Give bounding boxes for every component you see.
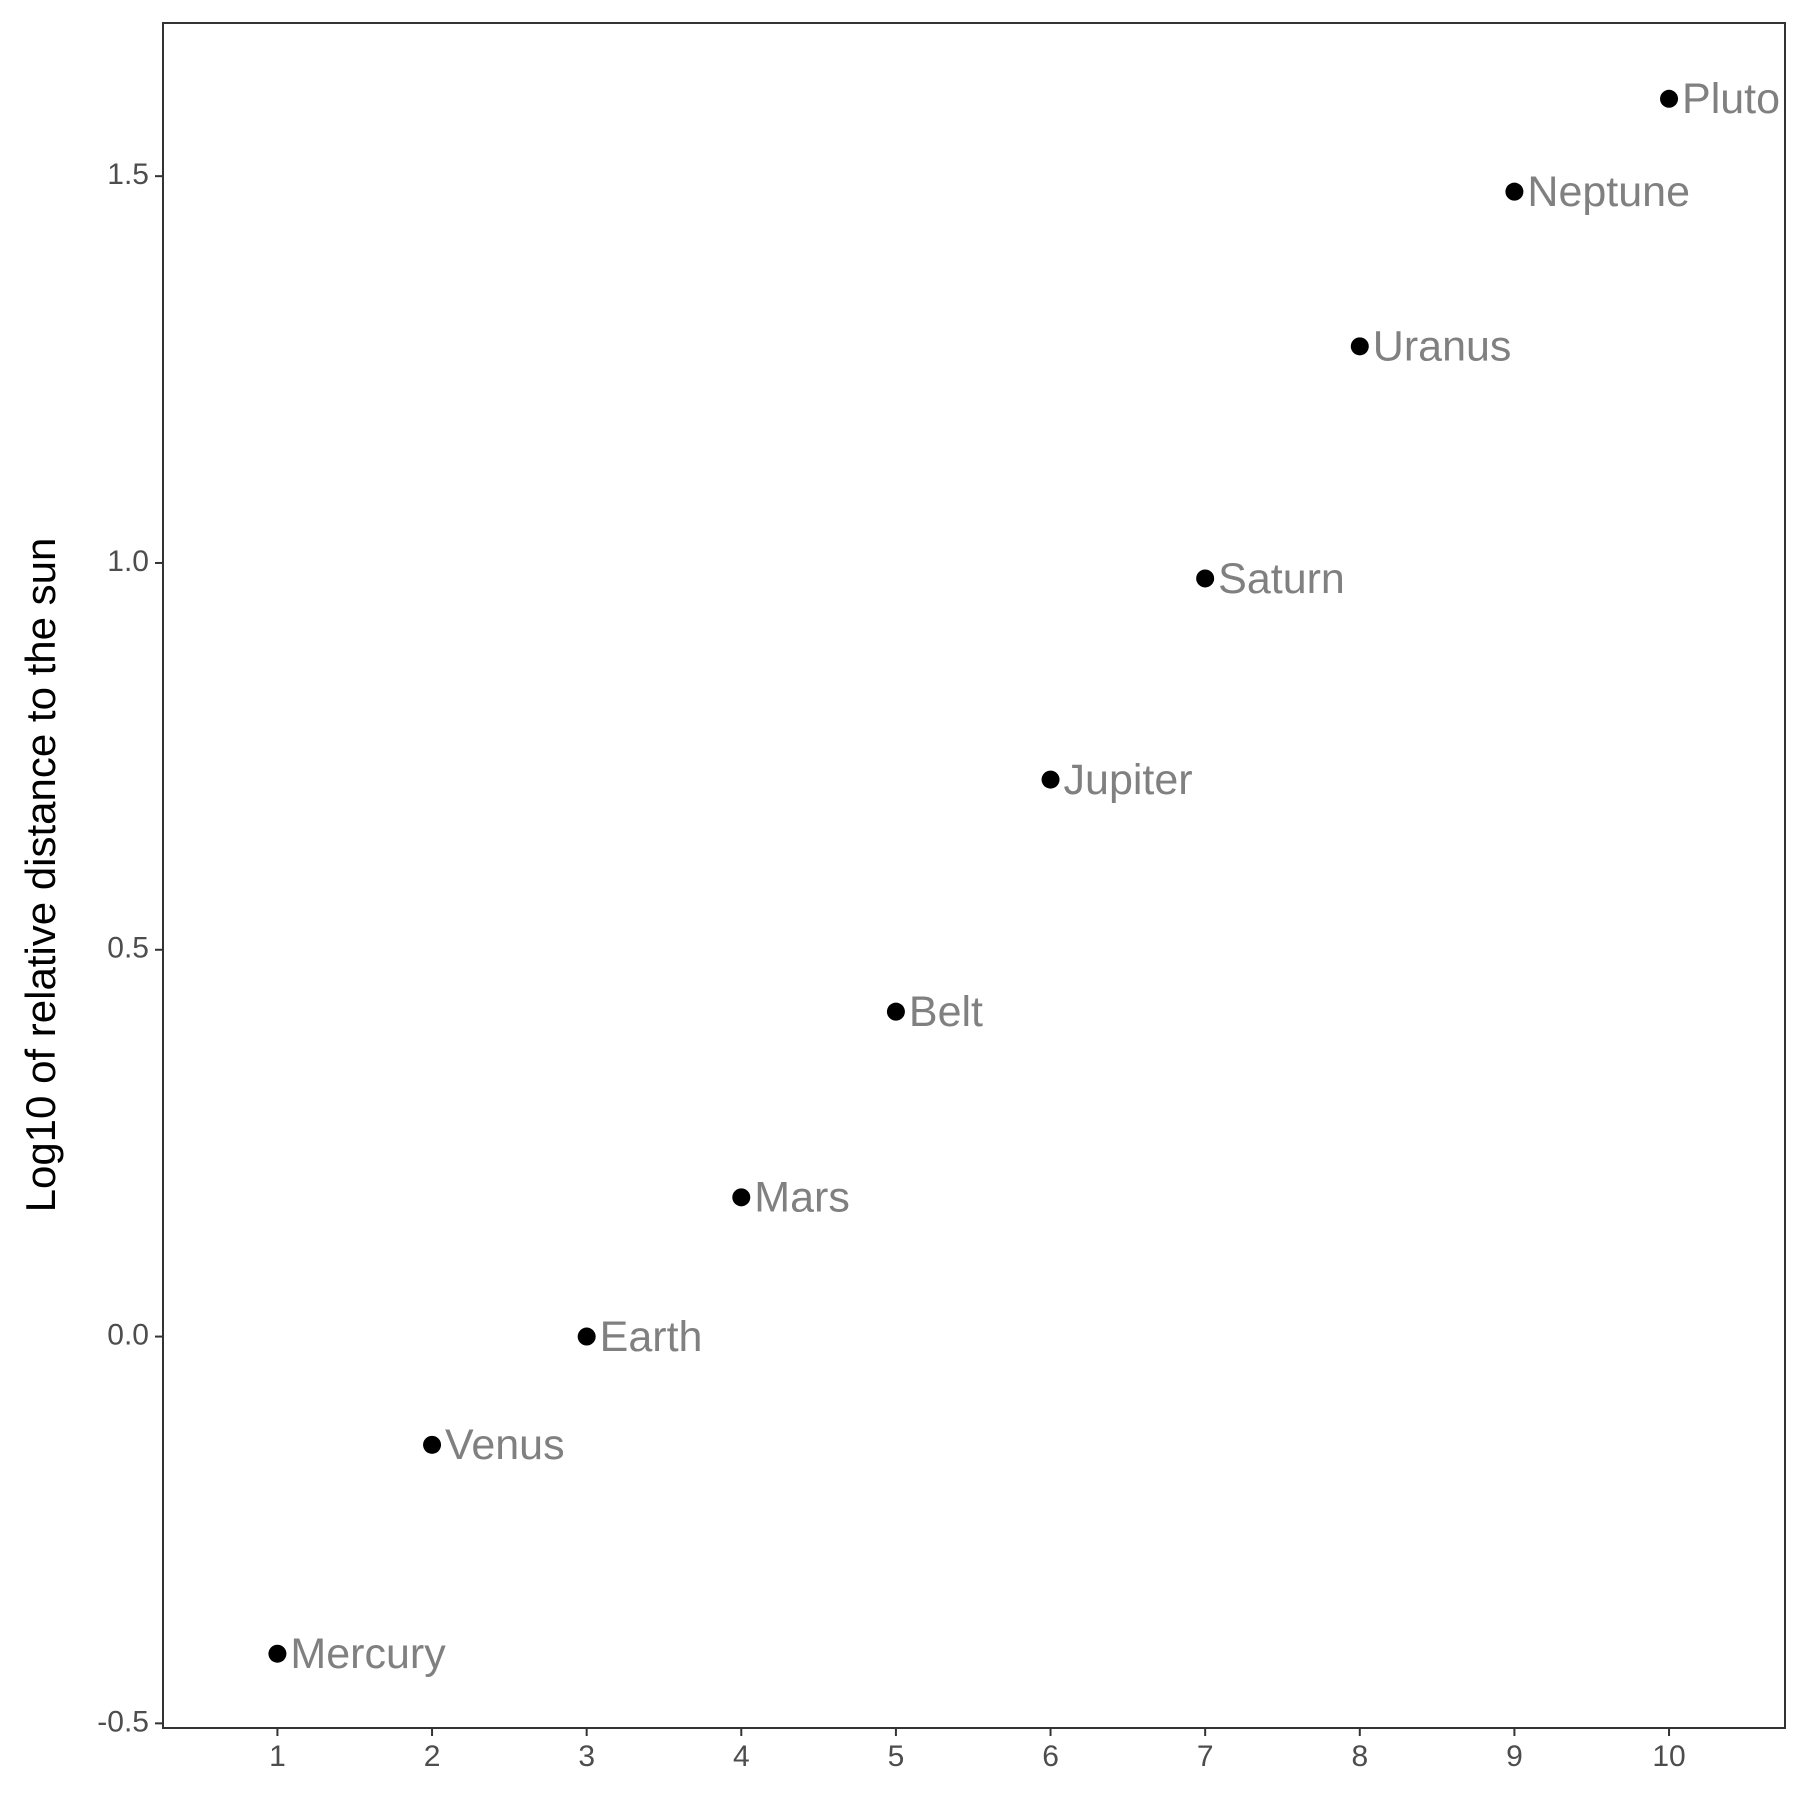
x-tick-label: 10 [1652, 1740, 1685, 1773]
point-label: Venus [445, 1421, 565, 1469]
y-axis-title: Log10 of relative distance to the sun [17, 538, 64, 1213]
point-label: Saturn [1218, 555, 1345, 603]
point-label: Mercury [290, 1630, 446, 1678]
y-tick-label: -0.5 [97, 1705, 149, 1738]
x-tick-label: 1 [269, 1740, 286, 1773]
point [1041, 770, 1060, 789]
x-tick-label: 2 [424, 1740, 441, 1773]
point [1505, 182, 1524, 201]
y-tick-label: 0.0 [107, 1318, 149, 1351]
x-tick-label: 9 [1506, 1740, 1523, 1773]
point-label: Belt [909, 988, 983, 1036]
point-label: Jupiter [1064, 756, 1193, 804]
point [1196, 569, 1215, 588]
panel-border [162, 22, 1786, 1729]
y-tick-label: 0.5 [107, 932, 149, 965]
point-label: Mars [754, 1174, 850, 1222]
point [268, 1644, 287, 1663]
plot-area: Mercury Venus Earth Mars Belt Jupiter Saturn Ur… [268, 75, 1780, 1678]
point-label: Neptune [1527, 168, 1690, 216]
point-label: Earth [600, 1313, 703, 1361]
y-tick-label: 1.5 [107, 158, 149, 191]
point [1350, 337, 1369, 356]
point [577, 1327, 596, 1346]
y-tick-label: 1.0 [107, 545, 149, 578]
point [732, 1188, 751, 1207]
x-tick-label: 6 [1042, 1740, 1059, 1773]
x-tick-label: 8 [1351, 1740, 1368, 1773]
x-tick-label: 3 [578, 1740, 595, 1773]
point-label: Uranus [1373, 323, 1512, 371]
x-tick-label: 5 [888, 1740, 905, 1773]
point [423, 1435, 442, 1454]
x-tick-label: 4 [733, 1740, 750, 1773]
point [886, 1002, 905, 1021]
point-label: Pluto [1682, 75, 1780, 123]
point [1660, 89, 1679, 108]
x-tick-label: 7 [1197, 1740, 1214, 1773]
